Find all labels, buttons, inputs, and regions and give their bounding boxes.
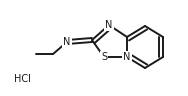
Text: N: N <box>105 20 113 30</box>
Text: HCl: HCl <box>14 74 31 84</box>
Text: S: S <box>101 52 107 62</box>
Text: N: N <box>63 37 71 47</box>
Text: N: N <box>123 52 131 62</box>
